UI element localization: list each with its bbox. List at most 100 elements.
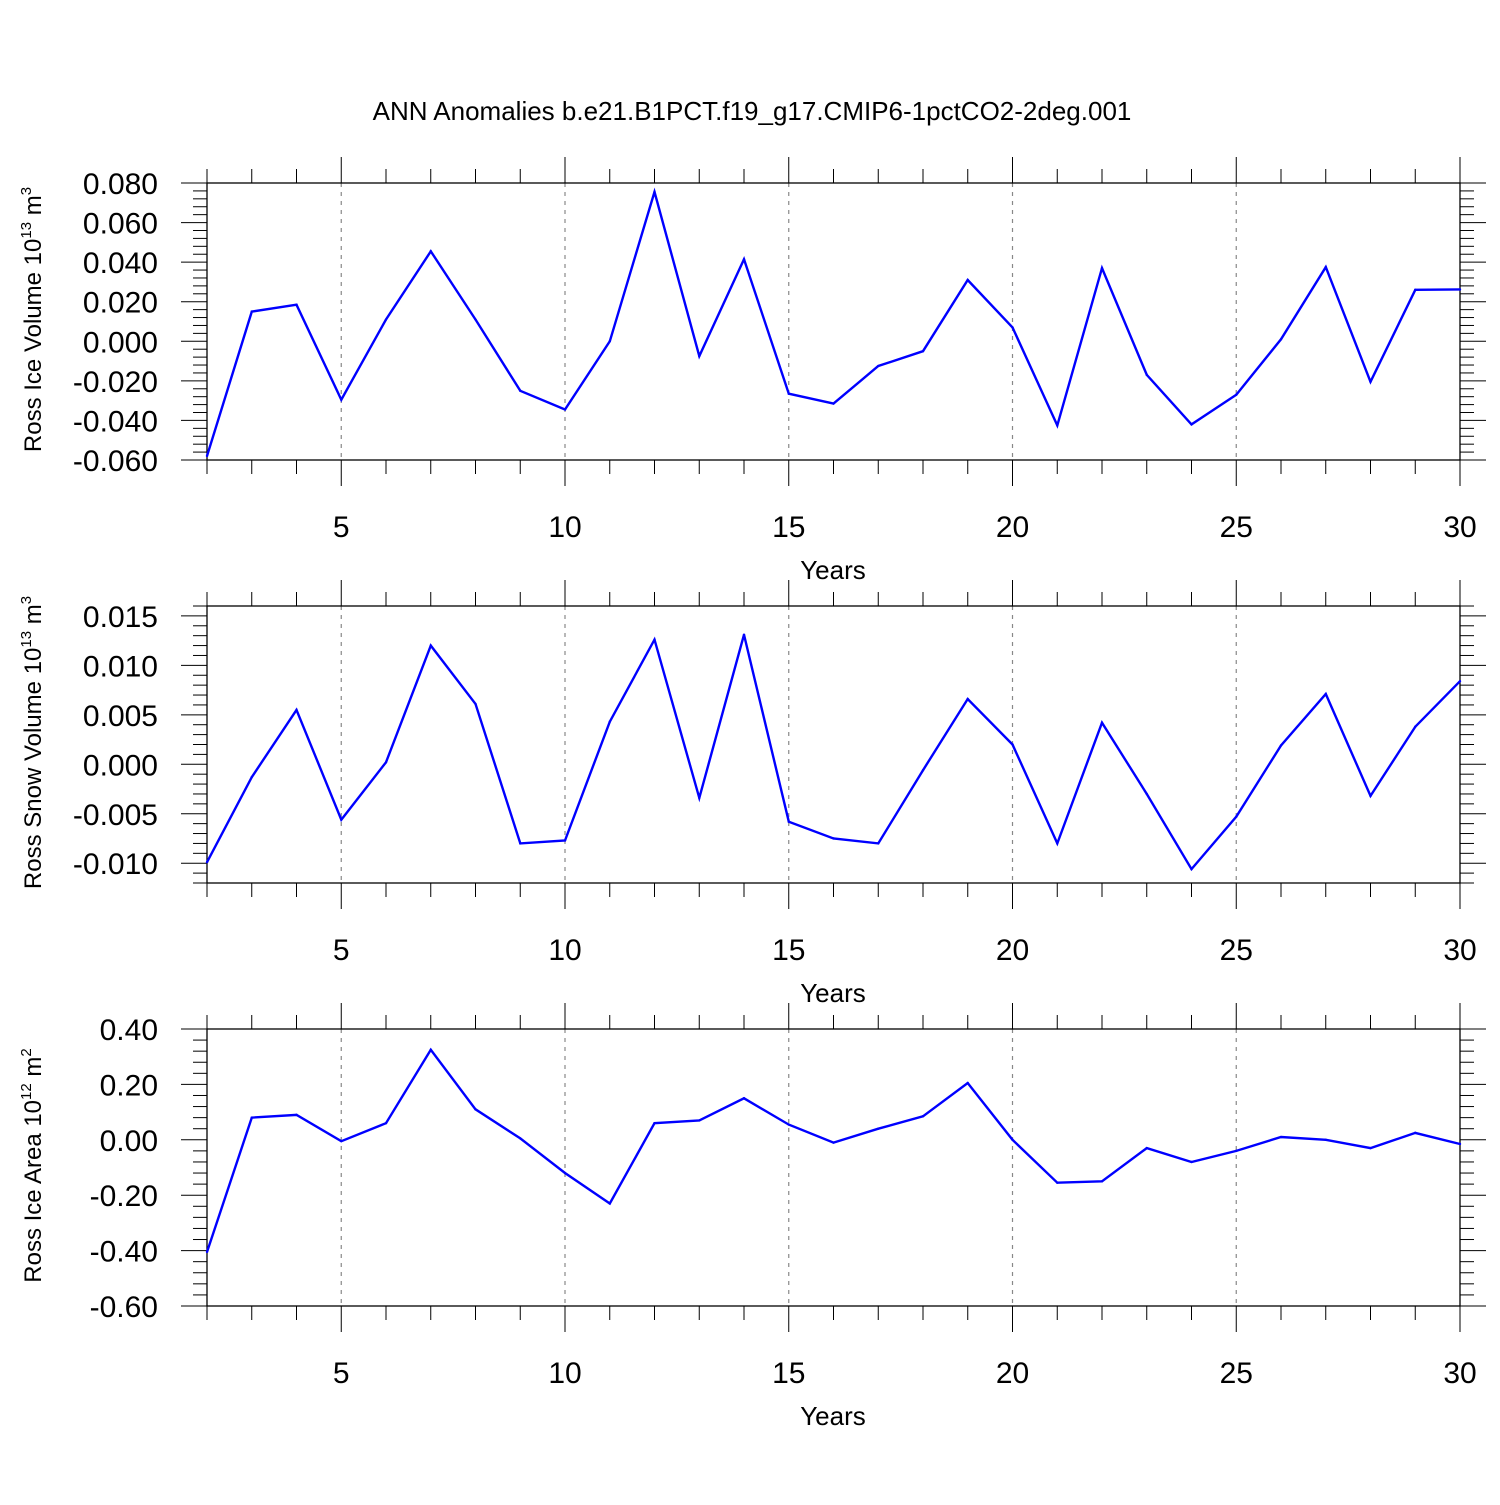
y-tick-label: -0.20: [90, 1180, 158, 1213]
data-point: [877, 364, 880, 368]
y-axis-title-text: Ross Ice Volume 10: [20, 239, 47, 452]
y-axis-title-exp: 13: [18, 222, 35, 239]
data-point: [563, 408, 567, 411]
data-point: [832, 1141, 835, 1144]
y-axis-title: Ross Ice Volume 1013 m3: [18, 187, 47, 452]
data-point: [1100, 1180, 1104, 1183]
x-tick-label: 30: [1443, 1357, 1476, 1390]
data-point: [1145, 1146, 1148, 1150]
data-point: [608, 1202, 611, 1205]
y-tick-label: 0.020: [83, 287, 158, 320]
data-point: [1235, 393, 1238, 396]
data-point: [966, 697, 969, 701]
x-tick-label: 15: [772, 934, 805, 967]
data-point: [1324, 265, 1327, 269]
data-point: [1011, 743, 1014, 746]
x-tick-label: 5: [333, 934, 350, 967]
data-point: [1190, 1160, 1193, 1164]
data-point: [921, 1115, 925, 1118]
data-point: [340, 398, 343, 401]
y-tick-label: -0.040: [73, 405, 158, 438]
chart-title: ANN Anomalies b.e21.B1PCT.f19_g17.CMIP6-…: [373, 96, 1132, 126]
data-point: [1369, 794, 1372, 798]
data-point: [1369, 1146, 1372, 1150]
x-tick-label: 20: [996, 511, 1029, 544]
data-point: [563, 839, 567, 842]
x-tick-label: 30: [1443, 511, 1476, 544]
chart-panel-1: 5 10 15 20 25 30 -0.060 -0.040 -0.020 0.000 0.020 0…: [18, 157, 1486, 585]
data-point: [966, 1081, 969, 1085]
data-point: [429, 250, 432, 253]
plot-frame: [206, 605, 1461, 884]
data-point: [653, 1121, 656, 1125]
data-point: [384, 318, 388, 321]
y-axis-title-exp: 13: [18, 631, 35, 648]
data-point: [787, 1123, 790, 1126]
data-point: [1324, 1138, 1327, 1142]
x-tick-label: 25: [1220, 934, 1253, 967]
y-axis-title-exp: 12: [18, 1083, 35, 1100]
plot-frame: [206, 182, 1461, 461]
y-tick-label: 0.010: [83, 650, 158, 683]
data-point: [429, 1048, 432, 1051]
data-point: [1011, 326, 1014, 329]
x-tick-label: 15: [772, 511, 805, 544]
x-tick-label: 20: [996, 934, 1029, 967]
data-point: [1458, 288, 1462, 291]
data-point: [698, 1119, 701, 1122]
data-point: [250, 775, 253, 779]
data-point: [1100, 266, 1104, 270]
data-point: [877, 842, 880, 845]
y-tick-label: 0.000: [83, 326, 158, 359]
y-tick-label: -0.60: [90, 1291, 158, 1324]
data-point: [1369, 380, 1372, 384]
y-axis-title-unit-exp: 3: [18, 596, 35, 604]
y-tick-label: -0.40: [90, 1236, 158, 1269]
data-point: [1056, 1181, 1059, 1184]
data-point: [742, 1097, 746, 1100]
x-tick-label: 20: [996, 1357, 1029, 1390]
data-point: [787, 392, 790, 395]
data-point: [1414, 725, 1417, 728]
y-axis-title-unit-exp: 3: [18, 187, 35, 195]
y-axis-title-unit-exp: 2: [18, 1048, 35, 1056]
series-line: [205, 187, 1461, 457]
data-point: [1414, 288, 1417, 292]
y-axis-title-text: Ross Snow Volume 10: [20, 648, 47, 889]
data-point: [653, 638, 656, 641]
data-point: [250, 310, 253, 313]
series-line: [205, 1047, 1461, 1253]
data-point: [1235, 1149, 1238, 1153]
data-point: [519, 842, 522, 845]
data-point: [1190, 867, 1193, 871]
y-tick-label: 0.00: [100, 1125, 158, 1158]
y-tick-label: -0.005: [73, 799, 158, 832]
y-tick-label: 0.015: [83, 601, 158, 634]
y-axis-title-text: Ross Ice Area 10: [20, 1100, 47, 1283]
x-tick-label: 10: [548, 934, 581, 967]
data-point: [205, 1250, 209, 1254]
data-point: [742, 633, 746, 636]
series-line: [205, 634, 1461, 872]
data-point: [608, 340, 611, 343]
data-point: [1279, 1135, 1283, 1139]
data-point: [563, 1171, 567, 1175]
y-tick-label: -0.010: [73, 848, 158, 881]
data-point: [519, 389, 522, 392]
x-tick-label: 15: [772, 1357, 805, 1390]
y-tick-label: 0.20: [100, 1069, 158, 1102]
data-point: [742, 257, 746, 261]
data-point: [1145, 373, 1148, 377]
x-tick-label: 10: [548, 511, 581, 544]
y-tick-label: 0.000: [83, 749, 158, 782]
data-point: [921, 769, 925, 772]
data-point: [1458, 1142, 1462, 1146]
data-point: [1190, 423, 1193, 426]
chart-panel-2: 5 10 15 20 25 30 -0.010 -0.005 0.000 0.005 0.010 0.…: [18, 580, 1486, 1008]
data-point: [698, 796, 701, 800]
y-tick-label: -0.020: [73, 366, 158, 399]
x-axis-title: Years: [800, 978, 866, 1008]
data-point: [1100, 721, 1104, 724]
data-point: [295, 303, 298, 306]
